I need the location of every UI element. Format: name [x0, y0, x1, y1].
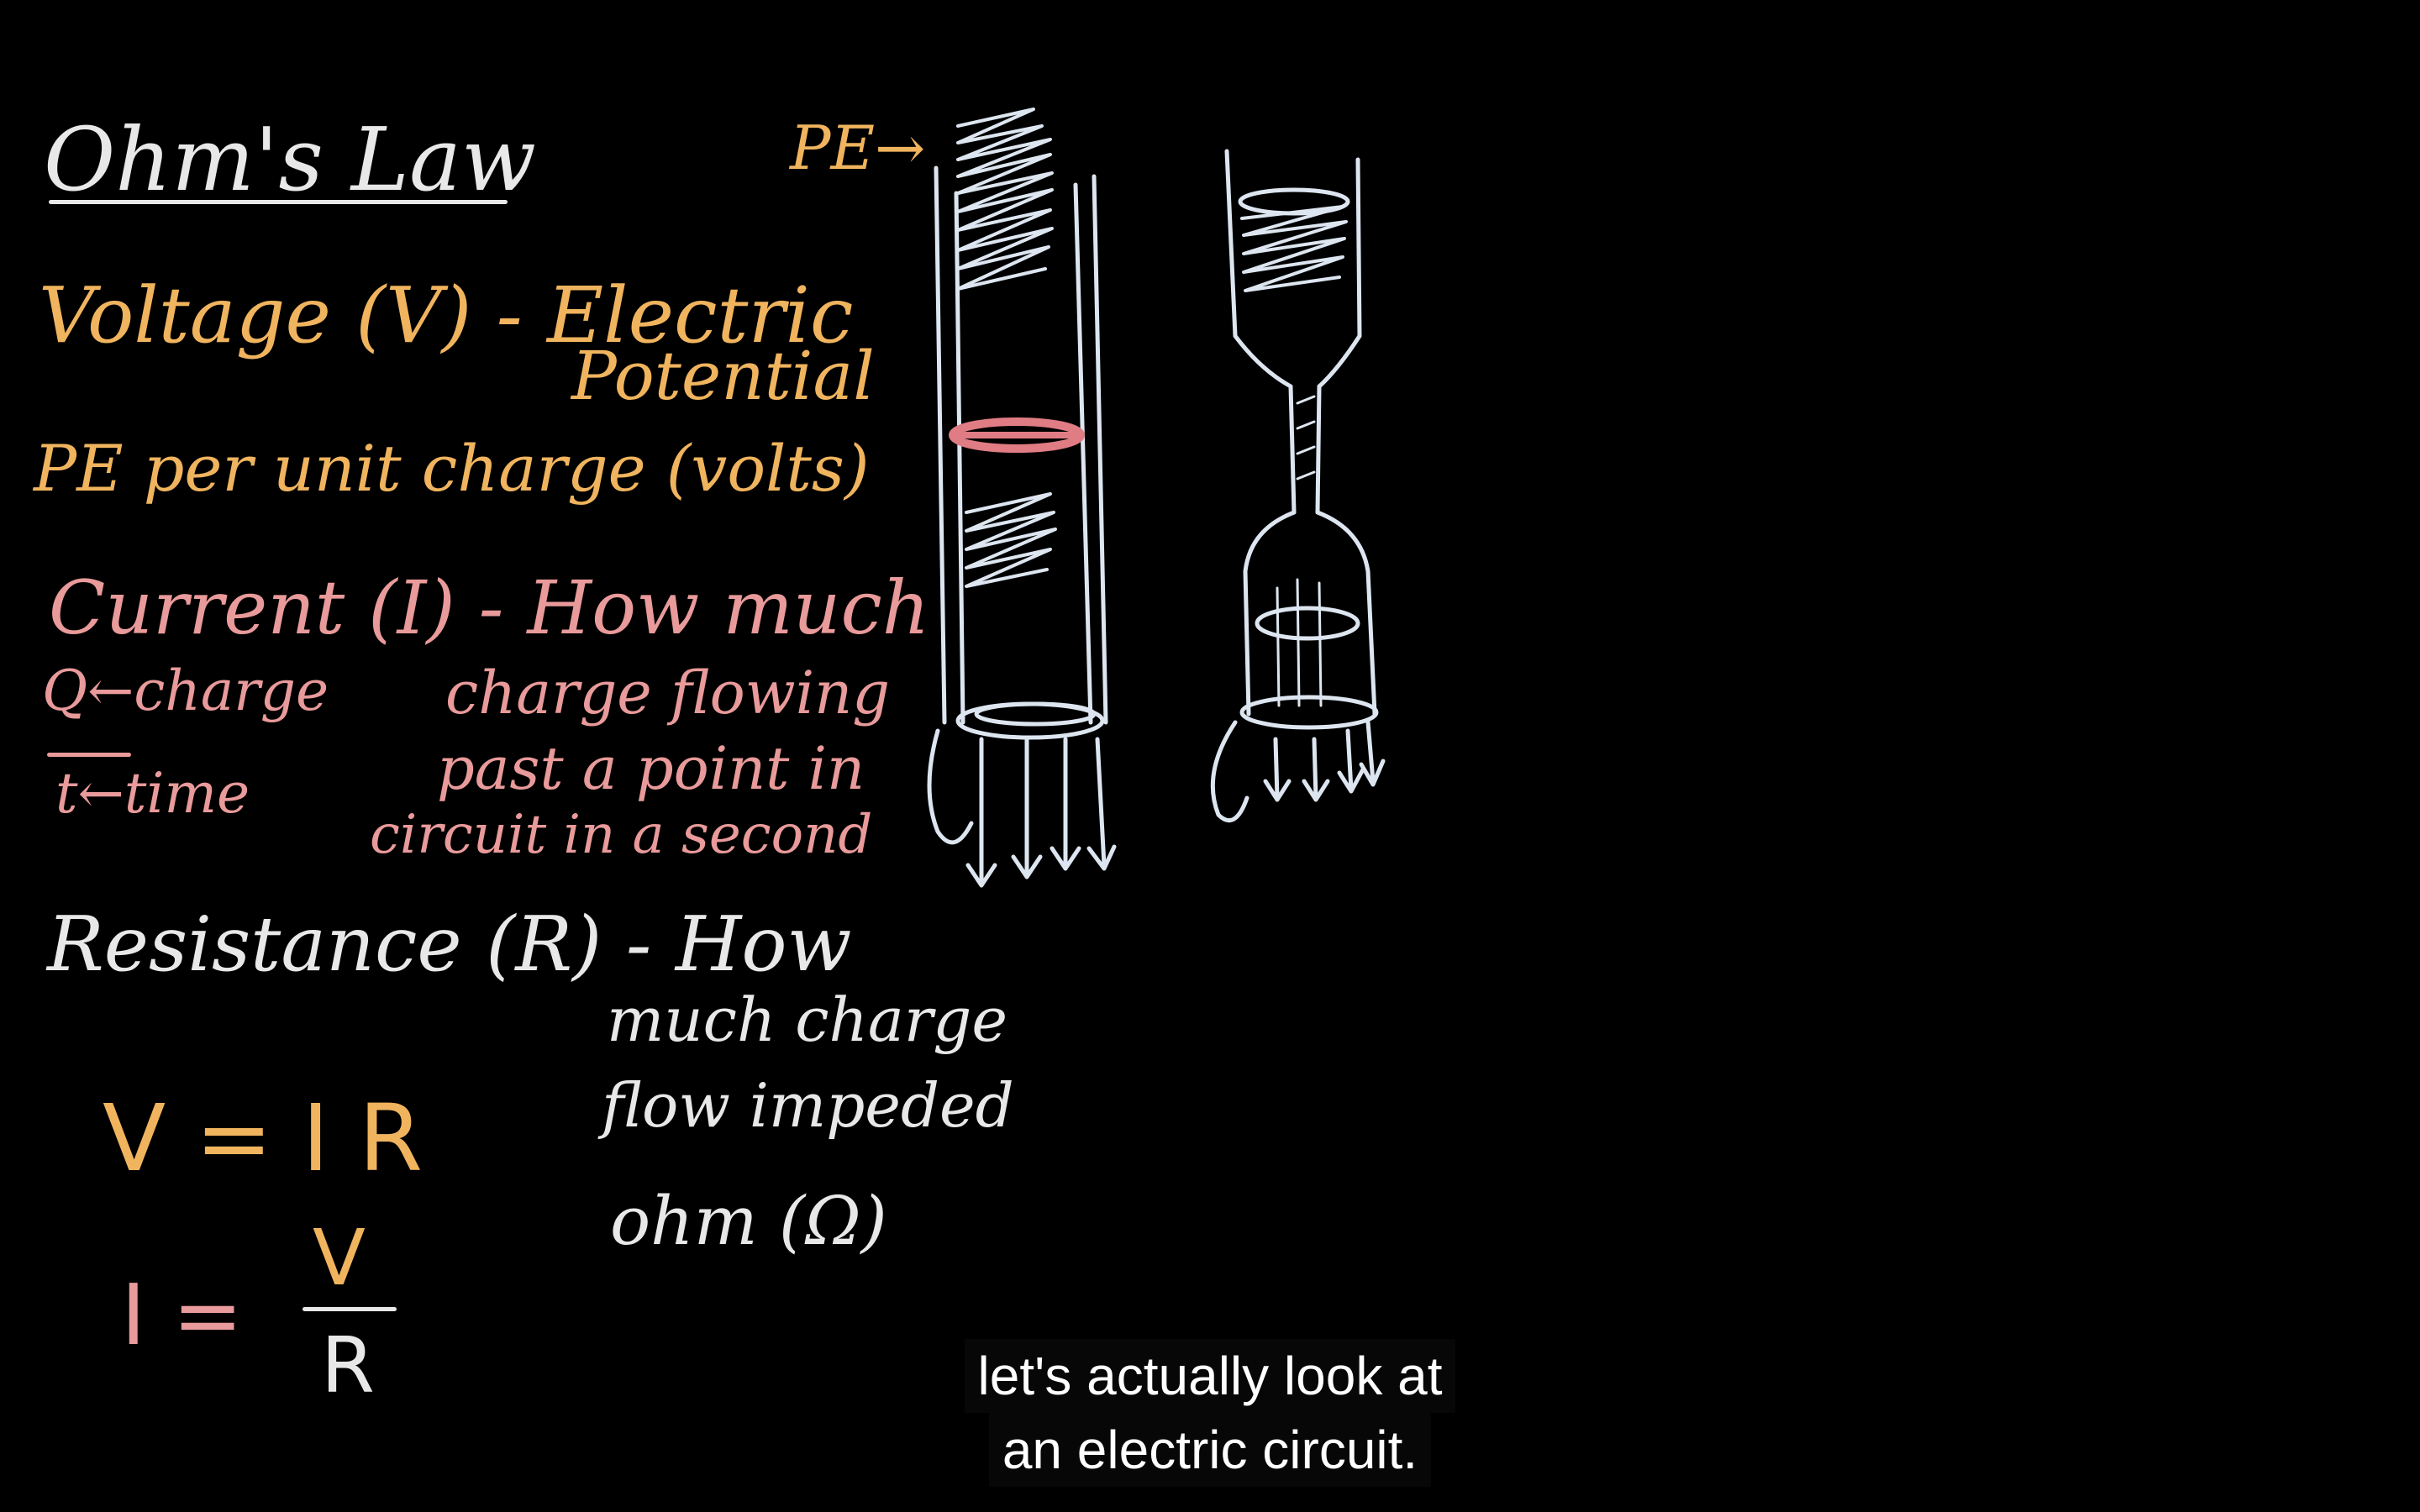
tall-tube-drawing	[927, 108, 1117, 888]
page-title: Ohm's Law	[44, 108, 536, 211]
current-formula-lhs: I =	[121, 1266, 244, 1364]
q-over-t-bar	[47, 753, 131, 757]
t-time-note: t←time	[55, 761, 250, 826]
current-line4: circuit in a second	[370, 804, 873, 866]
ohm-law-text: V = I R	[103, 1084, 424, 1192]
q-charge-note: Q←charge	[42, 659, 329, 723]
pe-level-highlight	[949, 417, 1085, 453]
current-formula-numerator: V	[313, 1213, 366, 1303]
current-formula-denominator: R	[321, 1320, 375, 1410]
current-line2: charge flowing	[445, 659, 890, 727]
current-formula-bar	[302, 1307, 397, 1311]
pe-arrow-label: PE→	[790, 113, 926, 183]
ohm-law-formula: V = I R	[103, 1092, 423, 1184]
current-line3: past a point in	[437, 734, 865, 803]
subtitle-caption: let's actually look at an electric circu…	[840, 1339, 1580, 1487]
voltage-continuation: Potential	[571, 337, 875, 415]
subtitle-line-2: an electric circuit.	[988, 1413, 1432, 1487]
resistance-line2: much charge	[607, 984, 1007, 1055]
resistance-line3: flow impeded	[602, 1070, 1014, 1141]
constricted-tube-drawing	[1210, 149, 1386, 823]
title-underline	[49, 200, 508, 204]
resistance-unit: ohm (Ω)	[610, 1182, 887, 1260]
voltage-heading: Voltage (V) - Electric	[39, 270, 854, 360]
subtitle-line-1: let's actually look at	[964, 1339, 1456, 1413]
resistance-heading: Resistance (R) - How	[47, 900, 852, 989]
voltage-definition: PE per unit charge (volts)	[34, 431, 870, 506]
current-heading: Current (I) - How much	[49, 564, 930, 651]
